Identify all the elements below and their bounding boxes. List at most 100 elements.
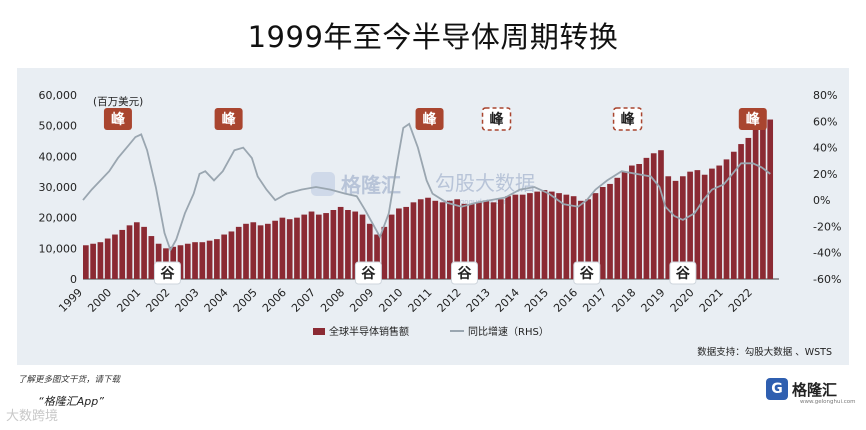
bar <box>527 193 533 279</box>
bar <box>650 153 657 279</box>
peak-label-text: 峰 <box>423 111 438 128</box>
x-tick-label: 2019 <box>639 286 668 315</box>
trough-label: 谷 <box>153 261 181 285</box>
bar <box>148 236 155 279</box>
chart-title: 1999年至今半导体周期转换 <box>247 20 619 54</box>
peak-label-text: 峰 <box>490 111 505 128</box>
peak-label: 峰 <box>738 108 767 130</box>
trough-label-text: 谷 <box>676 266 691 282</box>
watermark-icon <box>311 172 335 196</box>
bar <box>133 222 140 279</box>
bar <box>432 200 439 279</box>
bar <box>214 239 220 279</box>
bar <box>752 125 759 279</box>
footer-note: 了解更多图文干货，请下载 <box>18 375 121 385</box>
bar <box>323 213 329 279</box>
bar <box>199 242 206 279</box>
brand-logo: G 格隆汇 <box>766 378 837 400</box>
source-note: 数据支持：勾股大数据 、WSTS <box>697 346 832 358</box>
bar <box>381 226 388 279</box>
bar <box>694 170 701 279</box>
peak-label: 峰 <box>481 107 512 131</box>
trough-label-box <box>450 261 478 285</box>
peak-label: 峰 <box>214 108 243 130</box>
bar <box>585 199 592 279</box>
bar <box>279 217 286 279</box>
bar <box>352 211 359 279</box>
trough-label-text: 谷 <box>580 266 595 282</box>
cycle-labels: 峰 峰 峰 峰 峰 峰谷 谷 谷 谷 谷 <box>103 107 767 285</box>
y-right-tick-label: -40% <box>813 247 841 260</box>
peak-label-text: 峰 <box>746 111 761 128</box>
bar <box>126 225 133 279</box>
bar <box>206 240 213 279</box>
logo-url: www.gelonghui.com <box>800 399 856 405</box>
bar <box>439 202 446 279</box>
x-tick-label: 2001 <box>114 286 143 315</box>
peak-label: 峰 <box>415 108 444 130</box>
x-tick-label: 2009 <box>347 286 376 315</box>
watermark-text: 格隆汇 <box>341 173 401 197</box>
footer-app-name: “格隆汇App” <box>38 395 104 408</box>
x-tick-label: 2022 <box>726 286 755 315</box>
peak-label-box <box>415 108 444 130</box>
trough-label: 谷 <box>354 261 382 285</box>
bar <box>301 214 308 279</box>
trough-label-box <box>153 261 181 285</box>
peak-label-text: 峰 <box>222 111 237 128</box>
bar <box>687 171 693 279</box>
logo-text: 格隆汇 <box>792 380 838 399</box>
bar <box>228 231 235 279</box>
bar <box>476 202 482 279</box>
bar <box>243 223 249 279</box>
bar <box>570 196 577 279</box>
bar <box>534 191 541 279</box>
peak-label: 峰 <box>103 108 132 130</box>
x-tick-label: 2004 <box>202 286 231 315</box>
bar <box>709 168 715 279</box>
bar <box>723 159 730 279</box>
legend-line-label: 同比增速（RHS） <box>468 325 549 338</box>
bar <box>294 217 300 279</box>
bar <box>97 242 104 279</box>
bar <box>578 200 584 279</box>
bar <box>396 208 402 279</box>
chart-area: 格隆汇 勾股大数据 www.gogudata.com 0 10,000 20,000 30… <box>17 68 849 365</box>
trough-label-box <box>354 261 382 285</box>
bar <box>417 199 424 279</box>
bar <box>716 165 723 279</box>
trough-label: 谷 <box>573 261 601 285</box>
bar <box>665 176 672 279</box>
bar <box>548 191 555 279</box>
logo-icon: G <box>766 378 788 400</box>
bar <box>701 174 708 279</box>
bar <box>483 200 490 279</box>
y-left-tick-label: 30,000 <box>39 181 78 194</box>
bar <box>192 242 198 279</box>
growth-line <box>82 122 771 253</box>
bar <box>454 199 460 279</box>
x-tick-label: 2010 <box>376 286 405 315</box>
x-tick-label: 2002 <box>143 286 172 315</box>
bar <box>614 177 621 279</box>
y-left-tick-label: 60,000 <box>39 89 78 102</box>
x-tick-label: 2003 <box>173 286 202 315</box>
bar <box>658 150 664 279</box>
bar <box>447 200 453 279</box>
y-right-tick-label: 20% <box>813 168 837 181</box>
bar <box>345 210 351 279</box>
y-right-tick-label: 60% <box>813 115 837 128</box>
peak-label-box <box>738 108 767 130</box>
bar <box>599 187 606 279</box>
peak-label-text: 峰 <box>621 111 636 128</box>
bar <box>90 243 96 279</box>
bar <box>388 214 395 279</box>
legend: 全球半导体销售额 同比增速（RHS） 数据支持：勾股大数据 、WSTS <box>313 325 832 358</box>
x-tick-label: 2013 <box>464 286 493 315</box>
x-tick-label: 2000 <box>85 286 114 315</box>
y-left-tick-label: 40,000 <box>39 150 78 163</box>
bar <box>359 214 366 279</box>
x-tick-label: 2005 <box>231 286 260 315</box>
peak-label-box <box>481 107 512 131</box>
bar <box>607 183 613 279</box>
